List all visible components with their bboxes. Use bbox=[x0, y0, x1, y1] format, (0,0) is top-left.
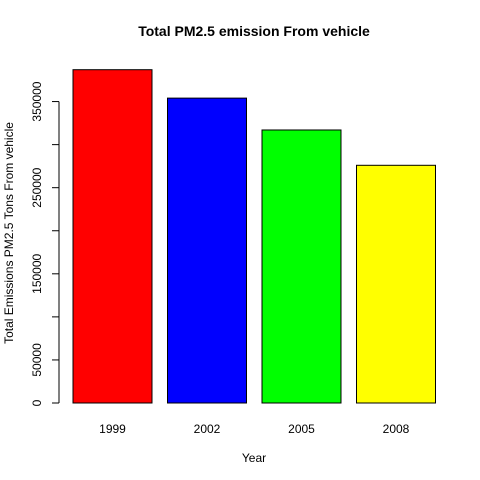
y-tick-label-150000: 150000 bbox=[30, 253, 44, 293]
x-tick-label-2005: 2005 bbox=[288, 422, 315, 436]
y-tick-label-0: 0 bbox=[30, 399, 44, 406]
bars-layer bbox=[72, 69, 436, 404]
y-tick-label-50000: 50000 bbox=[30, 343, 44, 377]
bar-1999 bbox=[72, 69, 153, 404]
x-tick-label-2002: 2002 bbox=[194, 422, 221, 436]
bar-2008 bbox=[356, 164, 436, 404]
bar-2005 bbox=[261, 129, 342, 404]
y-axis: 0 50000 150000 250000 350000 bbox=[30, 81, 60, 406]
y-tick-label-250000: 250000 bbox=[30, 167, 44, 207]
x-tick-label-1999: 1999 bbox=[99, 422, 126, 436]
x-axis-labels: 1999 2002 2005 2008 bbox=[99, 422, 410, 436]
x-tick-label-2008: 2008 bbox=[383, 422, 410, 436]
chart-title: Total PM2.5 emission From vehicle bbox=[138, 23, 370, 39]
y-tick-label-350000: 350000 bbox=[30, 81, 44, 121]
y-axis-title: Total Emissions PM2.5 Tons From vehicle bbox=[2, 122, 16, 344]
bar-2002 bbox=[167, 97, 247, 404]
x-axis-title: Year bbox=[242, 451, 266, 465]
